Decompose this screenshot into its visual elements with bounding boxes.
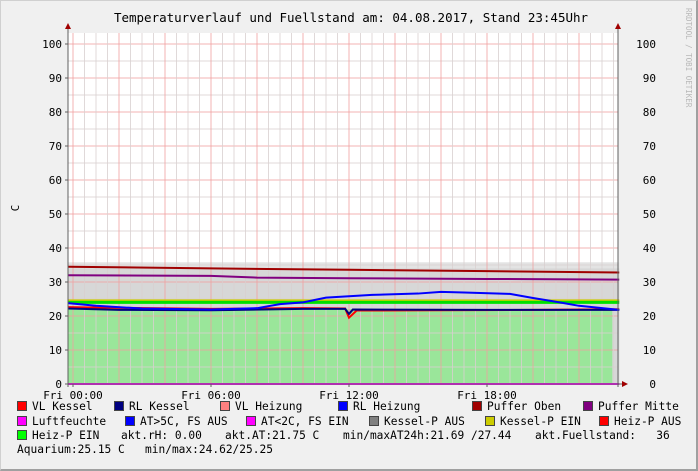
legend-swatch [485,416,495,426]
legend-swatch [246,416,256,426]
y-tick-label-right: 90 [643,72,656,85]
y-tick-label-left: 40 [49,242,62,255]
legend-item: Kessel-P EIN [485,415,581,428]
legend-swatch [220,401,230,411]
y-tick-label-left: 90 [49,72,62,85]
y-tick-label-left: 80 [49,106,62,119]
y-tick-label-left: 50 [49,208,62,221]
y-tick-label-right: 100 [636,38,656,51]
legend-item: Luftfeuchte [17,415,106,428]
y-tick-label-left: 10 [49,344,62,357]
y-tick-label-left: 30 [49,276,62,289]
legend-swatch [125,416,135,426]
legend-item: Kessel-P AUS [369,415,465,428]
watermark: RRDTOOL / TOBI OETIKER [684,8,693,108]
y-tick-label-left: 70 [49,140,62,153]
y-tick-label-left: 20 [49,310,62,323]
legend-swatch [369,416,379,426]
y-tick-label-right: 40 [643,242,656,255]
legend-swatch [17,416,27,426]
annotation-at: akt.AT:21.75 C [225,429,320,442]
legend-label: Puffer Oben [487,400,562,413]
legend-label: VL Heizung [235,400,303,413]
legend-item: AT>5C, FS AUS [125,415,228,428]
legend-item: VL Heizung [220,400,302,413]
x-tick-label: Fri 12:00 [319,389,379,402]
legend-label: AT<2C, FS EIN [261,415,349,428]
legend-label: Puffer Mitte [598,400,679,413]
legend-label: Kessel-P AUS [384,415,465,428]
legend-swatch [114,401,124,411]
legend-item: Puffer Oben [472,400,561,413]
series-rl-heizung [67,290,620,311]
y-axis-right-arrow-icon [615,23,621,29]
y-tick-label-right: 60 [643,174,656,187]
annotation-aquarium: Aquarium:25.15 C [17,443,125,456]
y-tick-label-right: 20 [643,310,656,323]
y-tick-label-right: 0 [649,378,656,391]
legend-swatch [17,401,27,411]
y-axis-arrow-icon [65,23,71,29]
annotation-aquarium-minmax: min/max:24.62/25.25 [145,443,273,456]
legend-swatch [472,401,482,411]
legend-label: VL Kessel [32,400,93,413]
legend-swatch [17,430,27,440]
legend-item: RL Heizung [338,400,420,413]
y-tick-label-left: 0 [55,378,62,391]
legend-item: Heiz-P AUS [599,415,681,428]
legend-item: RL Kessel [114,400,190,413]
legend-label: Heiz-P AUS [614,415,682,428]
area-heiz-p-ein [68,309,613,384]
y-tick-label-left: 60 [49,174,62,187]
legend-item: AT<2C, FS EIN [246,415,349,428]
annotation-minmax-at: min/maxAT24h:21.69 /27.44 [343,429,512,442]
y-tick-label-right: 10 [643,344,656,357]
y-tick-label-right: 80 [643,106,656,119]
x-tick-label: Fri 18:00 [457,389,517,402]
legend-label: AT>5C, FS AUS [140,415,228,428]
legend-label: Heiz-P EIN [32,429,100,442]
legend-item: Heiz-P EIN [17,429,99,442]
legend-swatch [338,401,348,411]
chart-title: Temperaturverlauf und Fuellstand am: 04.… [114,10,589,25]
y-axis-label: C [9,205,22,212]
annotation-rh: akt.rH: 0.00 [121,429,202,442]
legend-label: RL Heizung [353,400,421,413]
legend-swatch [599,416,609,426]
y-tick-label-right: 50 [643,208,656,221]
y-tick-label-left: 100 [42,38,62,51]
plot-area: 0 0 10 10 20 20 30 30 40 40 50 50 60 60 70 70 80 80 90 90 10… [42,23,656,402]
x-tick-label: Fri 00:00 [43,389,103,402]
legend-swatch [583,401,593,411]
y-tick-label-right: 30 [643,276,656,289]
series-puffer-oben [68,265,620,274]
series-puffer-mitte [68,274,620,281]
y-tick-label-right: 70 [643,140,656,153]
legend-label: Luftfeuchte [32,415,107,428]
legend-item: VL Kessel [17,400,93,413]
legend-label: RL Kessel [129,400,190,413]
x-tick-label: Fri 06:00 [181,389,241,402]
legend-label: Kessel-P EIN [500,415,581,428]
legend-item: Puffer Mitte [583,400,679,413]
x-axis-arrow-icon [622,381,628,387]
annotation-fuellstand: akt.Fuellstand: 36 [535,429,670,442]
series-rl-kessel [67,307,620,316]
